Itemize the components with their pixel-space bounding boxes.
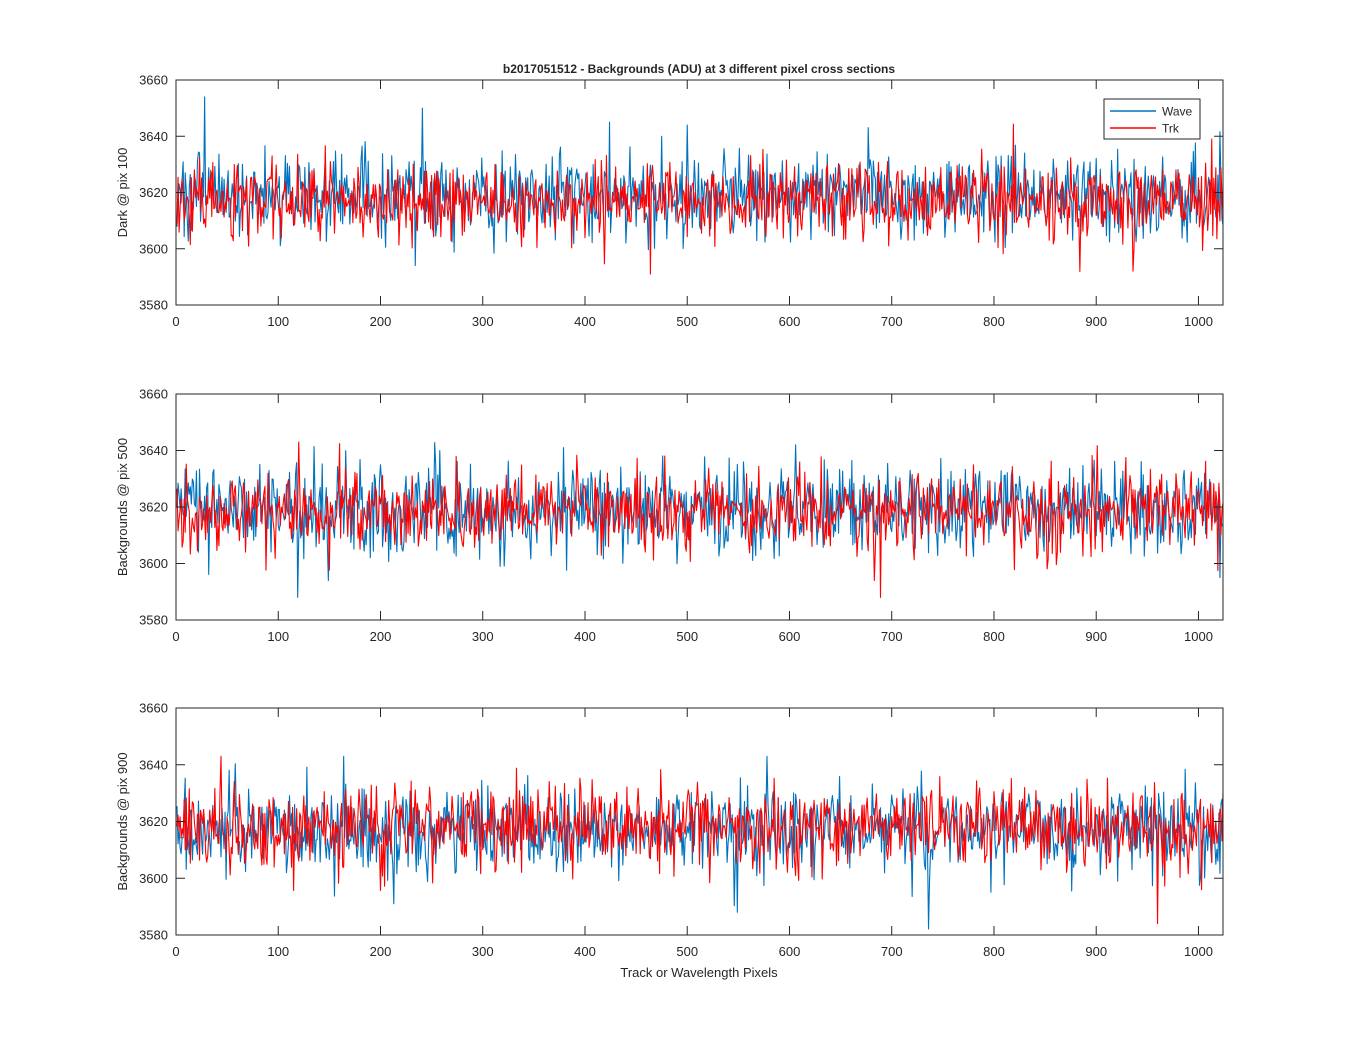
x-axis-label: Track or Wavelength Pixels [620, 965, 778, 980]
y-tick-label: 3600 [139, 871, 168, 886]
x-tick-label: 700 [881, 314, 903, 329]
panel-3: 0 100 200 300 400 500 600 700 800 900 1000 3580 3600… [115, 701, 1224, 959]
x-tick-label: 600 [779, 314, 801, 329]
y-axis-label-panel-1: Dark @ pix 100 [115, 148, 130, 238]
x-tick-label: 100 [267, 314, 289, 329]
y-tick-label: 3620 [139, 500, 168, 515]
x-tick-label: 100 [267, 944, 289, 959]
x-tick-label: 300 [472, 629, 494, 644]
y-tick-label: 3640 [139, 129, 168, 144]
x-tick-label: 400 [574, 314, 596, 329]
x-tick-label: 600 [779, 944, 801, 959]
y-tick-label: 3620 [139, 814, 168, 829]
x-tick-label: 400 [574, 629, 596, 644]
y-tick-label: 3660 [139, 701, 168, 716]
x-tick-label: 500 [676, 314, 698, 329]
panel-2: 0 100 200 300 400 500 600 700 800 900 1000 3580 3600… [115, 387, 1224, 644]
x-tick-label: 700 [881, 629, 903, 644]
legend-box [1103, 98, 1201, 140]
x-tick-label: 200 [370, 314, 392, 329]
x-tick-label: 900 [1085, 629, 1107, 644]
x-tick-label: 100 [267, 629, 289, 644]
y-axis-label-panel-3: Backgrounds @ pix 900 [115, 752, 130, 890]
x-tick-label: 500 [676, 629, 698, 644]
x-tick-label: 900 [1085, 944, 1107, 959]
series-line-trk-panel-2 [176, 441, 1223, 598]
x-tick-label: 500 [676, 944, 698, 959]
legend-label-trk: Trk [1162, 122, 1180, 136]
y-tick-label: 3580 [139, 613, 168, 628]
x-tick-label: 600 [779, 629, 801, 644]
y-tick-label: 3640 [139, 757, 168, 772]
figure-title: b2017051512 - Backgrounds (ADU) at 3 dif… [503, 62, 895, 76]
legend-label-wave: Wave [1162, 105, 1193, 119]
legend: Wave Trk [1103, 98, 1201, 140]
y-tick-label: 3580 [139, 928, 168, 943]
y-tick-label: 3600 [139, 556, 168, 571]
x-tick-label: 1000 [1184, 944, 1213, 959]
x-tick-label: 900 [1085, 314, 1107, 329]
series-line-trk-panel-1 [176, 123, 1223, 275]
y-axis-label-panel-2: Backgrounds @ pix 500 [115, 438, 130, 576]
y-tick-label: 3580 [139, 298, 168, 313]
x-tick-label: 200 [370, 944, 392, 959]
x-tick-label: 800 [983, 629, 1005, 644]
y-tick-label: 3660 [139, 73, 168, 88]
series-line-trk-panel-3 [176, 755, 1223, 925]
x-tick-label: 200 [370, 629, 392, 644]
x-tick-label: 0 [172, 944, 179, 959]
y-tick-label: 3640 [139, 443, 168, 458]
x-tick-label: 1000 [1184, 314, 1213, 329]
x-tick-label: 400 [574, 944, 596, 959]
panels: 0 100 200 300 400 500 600 700 800 900 100035803600… [115, 73, 1224, 959]
x-tick-label: 300 [472, 944, 494, 959]
y-tick-label: 3660 [139, 387, 168, 402]
panel-1: 0 100 200 300 400 500 600 700 800 900 1000 3580 3600… [115, 73, 1224, 329]
x-tick-label: 0 [172, 629, 179, 644]
x-tick-label: 700 [881, 944, 903, 959]
y-tick-label: 3600 [139, 241, 168, 256]
x-tick-label: 1000 [1184, 629, 1213, 644]
x-tick-label: 800 [983, 944, 1005, 959]
x-tick-label: 300 [472, 314, 494, 329]
x-tick-label: 800 [983, 314, 1005, 329]
y-tick-label: 3620 [139, 185, 168, 200]
x-tick-label: 0 [172, 314, 179, 329]
